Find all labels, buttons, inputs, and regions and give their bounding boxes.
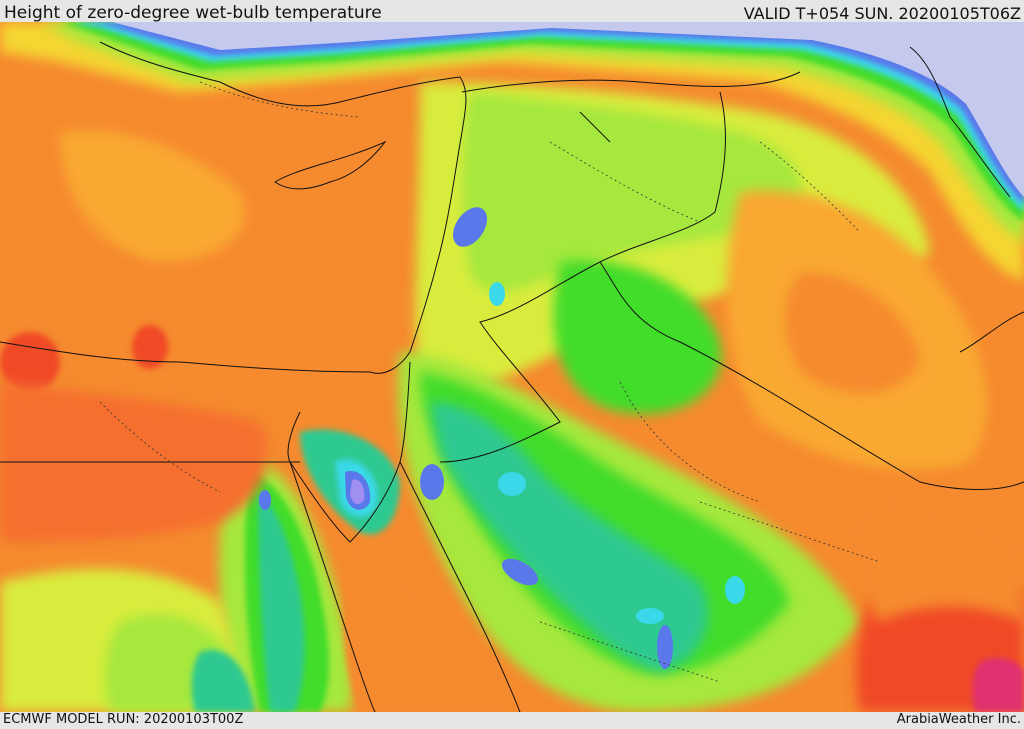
map-canvas: [0, 22, 1024, 712]
field-cyan-spot-2: [725, 576, 745, 604]
coastline-caspian-west: [909, 46, 1011, 198]
field-hejaz-teal: [430, 402, 708, 672]
field-cyan-spot-3: [636, 608, 664, 624]
map-title: Height of zero-degree wet-bulb temperatu…: [4, 3, 382, 23]
field-cold-spot-egypt: [259, 490, 271, 510]
coastline-egypt-north: [0, 341, 371, 373]
border-jordan-saudi: [439, 261, 601, 463]
field-se-orange: [851, 499, 1024, 622]
province-border-6: [759, 141, 861, 233]
field-se-magenta: [972, 657, 1024, 712]
field-cold-spot-asir: [657, 625, 673, 669]
model-run-label: ECMWF MODEL RUN: 20200103T00Z: [3, 712, 244, 727]
field-cold-spot-hejaz: [501, 558, 539, 586]
coastline-levant: [369, 131, 463, 374]
field-cold-spot-jordan: [489, 282, 505, 306]
field-redsea-orange: [343, 542, 510, 712]
coastline-persian-gulf: [959, 311, 1024, 353]
province-borders: [99, 81, 881, 683]
field-north-lavender: [90, 22, 1024, 197]
coastline-cyprus: [274, 140, 387, 190]
country-borders: [0, 71, 1024, 490]
field-east-orange2: [785, 272, 920, 394]
field-jordan-green: [553, 260, 722, 414]
coastline-redsea-east: [399, 461, 521, 712]
field-sinai-violet: [350, 479, 365, 505]
forecast-map[interactable]: [0, 22, 1024, 712]
field-hot-spot-1: [0, 332, 60, 392]
footer-bar: ECMWF MODEL RUN: 20200103T00Z ArabiaWeat…: [0, 712, 1024, 729]
valid-time-label: VALID T+054 SUN. 20200105T06Z: [743, 4, 1021, 23]
temperature-field: [0, 22, 1024, 712]
border-syria-iraq: [599, 91, 726, 263]
field-sudan-teal: [191, 650, 255, 712]
field-levant-lime: [462, 92, 801, 291]
field-cold-spot-tabuk: [420, 464, 444, 500]
field-cold-spot-lebanon: [452, 207, 488, 247]
border-iraq-saudi: [599, 261, 1024, 490]
border-turkey-syria: [461, 71, 801, 93]
coastline-gulf-aqaba: [349, 361, 411, 543]
coastline-redsea-west: [289, 461, 376, 712]
field-hot-spot-2: [132, 325, 168, 369]
header-bar: Height of zero-degree wet-bulb temperatu…: [0, 0, 1024, 23]
field-med-light: [60, 130, 246, 262]
field-cyan-spot-1: [498, 472, 526, 496]
lake-tigris: [579, 111, 611, 143]
credit-label: ArabiaWeather Inc.: [896, 712, 1021, 727]
province-border-2: [549, 141, 701, 223]
coastline-sinai-west: [287, 411, 351, 543]
province-border-3: [619, 381, 761, 503]
field-egypt-east-teal: [258, 492, 305, 712]
coastline-turkey-south: [99, 41, 467, 133]
coastlines: [0, 41, 1024, 712]
